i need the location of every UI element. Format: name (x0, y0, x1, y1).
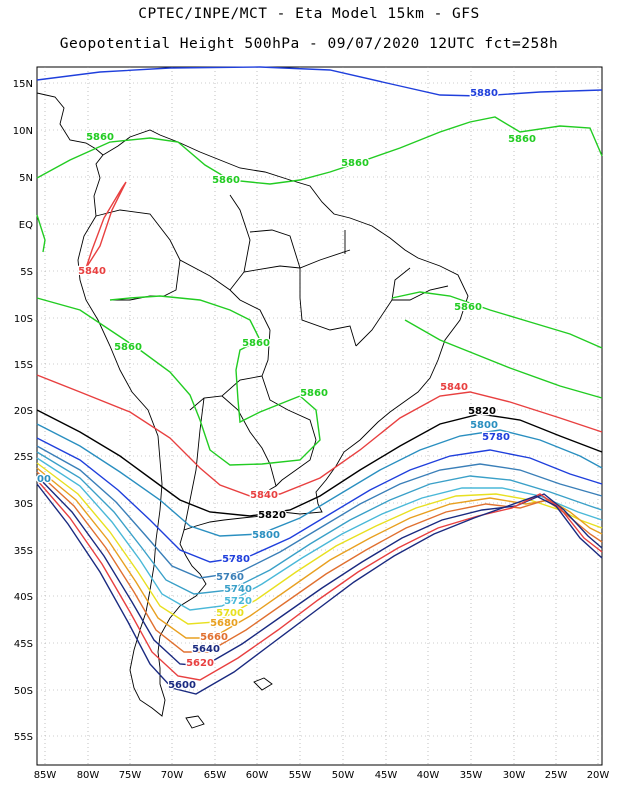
contour-label: 5820 (258, 510, 286, 521)
contour-label: 5800 (470, 420, 498, 431)
contour-label: 5660 (200, 632, 228, 643)
contour-lines (36, 66, 603, 695)
contour-label: 5860 (300, 388, 328, 399)
contour-5860-north (36, 116, 603, 185)
map-frame (36, 66, 603, 766)
contour-label: 5840 (78, 266, 106, 277)
contour-label: 5600 (168, 680, 196, 691)
lat-tick-label: EQ (19, 220, 33, 231)
contour-5800 (36, 423, 603, 537)
contour-label: 5700 (216, 608, 244, 619)
lat-tick-label: 10N (13, 126, 33, 137)
coast-central-america (36, 92, 104, 156)
contour-label: 5860 (114, 342, 142, 353)
lon-tick-label: 40W (417, 770, 440, 781)
coastlines (36, 92, 469, 729)
lon-tick-label: 65W (204, 770, 227, 781)
lat-tick-label: 25S (14, 452, 33, 463)
contour-label: 5640 (192, 644, 220, 655)
lat-tick-label: 10S (14, 314, 33, 325)
contour-5860-east2 (404, 319, 603, 399)
contour-5680 (36, 467, 603, 639)
contour-label: 5860 (242, 338, 270, 349)
lat-tick-label: 35S (14, 546, 33, 557)
contour-label: 5720 (224, 596, 252, 607)
contour-5700 (36, 462, 603, 625)
lat-tick-label: 40S (14, 592, 33, 603)
contour-label: 5860 (454, 302, 482, 313)
contour-5720 (36, 457, 603, 611)
lat-tick-label: 20S (14, 406, 33, 417)
lat-tick-label: 45S (14, 639, 33, 650)
lon-tick-label: 55W (289, 770, 312, 781)
contour-5860-east (391, 291, 603, 349)
chart-title: CPTEC/INPE/MCT - Eta Model 15km - GFS (138, 6, 480, 22)
contour-label: 5880 (470, 88, 498, 99)
contour-5840-andes (85, 181, 127, 269)
lon-tick-label: 35W (460, 770, 483, 781)
lat-tick-label: 5S (20, 267, 33, 278)
contour-5860-central (36, 295, 321, 466)
lon-tick-label: 70W (161, 770, 184, 781)
contour-5860-west (36, 214, 46, 253)
contour-5880 (36, 66, 603, 97)
lon-tick-label: 30W (503, 770, 526, 781)
lon-tick-label: 25W (545, 770, 568, 781)
lat-tick-label: 15S (14, 360, 33, 371)
contour-label: 5800 (252, 530, 280, 541)
contour-5760 (36, 445, 603, 579)
contour-5660 (36, 471, 603, 653)
contour-label: 5780 (222, 554, 250, 565)
contour-label: 5840 (440, 382, 468, 393)
contour-5640 (36, 475, 603, 667)
contour-label: 5820 (468, 406, 496, 417)
contour-label: 5860 (212, 175, 240, 186)
lon-tick-label: 75W (119, 770, 142, 781)
contour-label: 00 (37, 474, 51, 485)
border-lines (95, 194, 449, 531)
lon-tick-label: 45W (375, 770, 398, 781)
contour-5620 (36, 479, 603, 681)
contour-5820 (36, 409, 603, 517)
lon-tick-label: 60W (246, 770, 269, 781)
lon-tick-label: 20W (587, 770, 610, 781)
contour-5600 (36, 483, 603, 695)
tierra-del-fuego (185, 715, 205, 729)
contour-5740 (36, 451, 603, 595)
contour-label: 5860 (508, 134, 536, 145)
contour-label: 5620 (186, 658, 214, 669)
chart-subtitle: Geopotential Height 500hPa - 09/07/2020 … (59, 36, 559, 52)
lat-tick-label: 5N (19, 173, 33, 184)
lon-tick-label: 85W (34, 770, 57, 781)
contour-label: 5860 (86, 132, 114, 143)
contour-label: 5760 (216, 572, 244, 583)
lat-tick-label: 15N (13, 79, 33, 90)
lat-tick-label: 30S (14, 499, 33, 510)
contour-label: 5680 (210, 618, 238, 629)
falkland-islands (253, 677, 273, 691)
longitude-labels: 85W 80W 75W 70W 65W 60W 55W 50W 45W 40W 35W 30W 25W 2… (34, 770, 610, 781)
contour-5780 (36, 437, 603, 563)
coast-south-america (77, 129, 469, 717)
contour-label: 5840 (250, 490, 278, 501)
lon-tick-label: 50W (332, 770, 355, 781)
lat-tick-label: 50S (14, 686, 33, 697)
graticule (37, 67, 602, 765)
contour-label: 5740 (224, 584, 252, 595)
contour-5840-south (36, 374, 603, 497)
lon-tick-label: 80W (77, 770, 100, 781)
lat-tick-label: 55S (14, 732, 33, 743)
contour-labels: 5880 5860 5860 5860 5860 5860 5860 5860 5860 5840… (36, 87, 537, 693)
latitude-labels: 15N 10N 5N EQ 5S 10S 15S 20S 25S 30S 35S 40S 45S 50S 5… (13, 79, 33, 743)
contour-label: 5780 (482, 432, 510, 443)
contour-label: 5860 (341, 158, 369, 169)
